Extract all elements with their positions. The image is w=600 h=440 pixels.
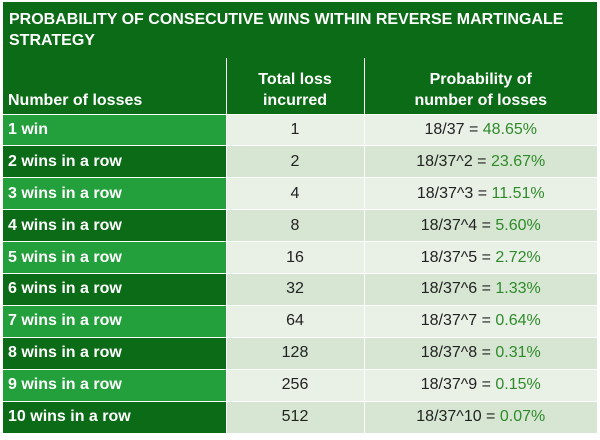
row-total-loss: 256 [225, 368, 364, 402]
probability-percent: 0.64% [495, 312, 541, 330]
probability-formula: 18/37^9 = [420, 376, 491, 394]
row-total-loss: 32 [225, 272, 364, 306]
table-row: 4 wins in a row 8 18/37^4 = 5.60% [3, 209, 597, 242]
probability-formula: 18/37^5 = [420, 248, 491, 266]
row-probability: 18/37^8 = 0.31% [363, 336, 597, 370]
table-row: 3 wins in a row 4 18/37^3 = 11.51% [3, 177, 597, 210]
row-total-loss: 1 [225, 113, 364, 146]
row-total-loss: 2 [225, 145, 364, 178]
probability-formula: 18/37^3 = [416, 184, 488, 202]
table-row: 8 wins in a row 128 18/37^8 = 0.31% [3, 336, 597, 370]
row-label: 10 wins in a row [3, 400, 226, 433]
table-row: 5 wins in a row 16 18/37^5 = 2.72% [3, 241, 597, 274]
probability-formula: 18/37 = [424, 120, 479, 138]
table-row: 6 wins in a row 32 18/37^6 = 1.33% [3, 272, 597, 306]
probability-formula: 18/37^6 = [420, 280, 491, 298]
row-label: 6 wins in a row [3, 272, 226, 306]
probability-percent: 0.07% [499, 408, 546, 426]
probability-formula: 18/37^8 = [420, 344, 491, 362]
row-total-loss: 128 [225, 336, 364, 370]
header-total-loss-line1: Total loss [258, 70, 332, 88]
row-label: 3 wins in a row [3, 177, 226, 210]
probability-formula: 18/37^10 = [416, 408, 496, 426]
probability-formula: 18/37^7 = [420, 312, 491, 330]
probability-percent: 48.65% [482, 120, 538, 138]
row-total-loss: 4 [225, 177, 364, 210]
row-probability: 18/37^6 = 1.33% [363, 272, 597, 306]
probability-percent: 23.67% [490, 152, 546, 170]
row-probability: 18/37^2 = 23.67% [363, 145, 597, 178]
table-row: 1 win 1 18/37 = 48.65% [3, 113, 597, 146]
row-probability: 18/37 = 48.65% [363, 113, 597, 146]
row-label: 4 wins in a row [3, 209, 226, 242]
header-total-loss: Total loss incurred [225, 58, 364, 114]
row-total-loss: 8 [225, 209, 364, 242]
row-probability: 18/37^7 = 0.64% [363, 304, 597, 338]
row-total-loss: 64 [225, 304, 364, 338]
row-label: 2 wins in a row [3, 145, 226, 178]
row-probability: 18/37^4 = 5.60% [363, 209, 597, 242]
probability-percent: 0.15% [495, 376, 541, 394]
header-probability-line2: number of losses [414, 91, 547, 109]
probability-formula: 18/37^2 = [416, 152, 487, 170]
row-probability: 18/37^10 = 0.07% [363, 400, 597, 433]
row-probability: 18/37^5 = 2.72% [363, 241, 597, 274]
probability-formula: 18/37^4 = [420, 216, 491, 234]
row-label: 8 wins in a row [3, 336, 226, 370]
header-total-loss-line2: incurred [262, 91, 327, 109]
probability-percent: 11.51% [491, 184, 545, 202]
table-row: 9 wins in a row 256 18/37^9 = 0.15% [3, 368, 597, 402]
row-label: 5 wins in a row [3, 241, 226, 274]
row-label: 7 wins in a row [3, 304, 226, 338]
row-label: 9 wins in a row [3, 368, 226, 402]
header-row: Number of losses Total loss incurred Pro… [3, 58, 597, 114]
table-row: 7 wins in a row 64 18/37^7 = 0.64% [3, 304, 597, 338]
header-probability: Probability of number of losses [363, 58, 597, 114]
probability-percent: 0.31% [495, 344, 541, 362]
row-label: 1 win [3, 113, 226, 146]
probability-percent: 2.72% [495, 248, 541, 266]
probability-percent: 5.60% [495, 216, 541, 234]
row-total-loss: 512 [225, 400, 364, 433]
table-body: 1 win 1 18/37 = 48.65% 2 wins in a row 2 18/3… [3, 113, 597, 433]
table-title: PROBABILITY OF CONSECUTIVE WINS WITHIN R… [3, 2, 597, 58]
row-probability: 18/37^9 = 0.15% [363, 368, 597, 402]
header-number-of-losses: Number of losses [3, 58, 226, 114]
probability-table: Number of losses Total loss incurred Pro… [3, 58, 597, 433]
row-probability: 18/37^3 = 11.51% [363, 177, 597, 210]
probability-percent: 1.33% [495, 280, 541, 298]
table-row: 10 wins in a row 512 18/37^10 = 0.07% [3, 400, 597, 433]
table-row: 2 wins in a row 2 18/37^2 = 23.67% [3, 145, 597, 178]
row-total-loss: 16 [225, 241, 364, 274]
header-probability-line1: Probability of [429, 70, 532, 88]
